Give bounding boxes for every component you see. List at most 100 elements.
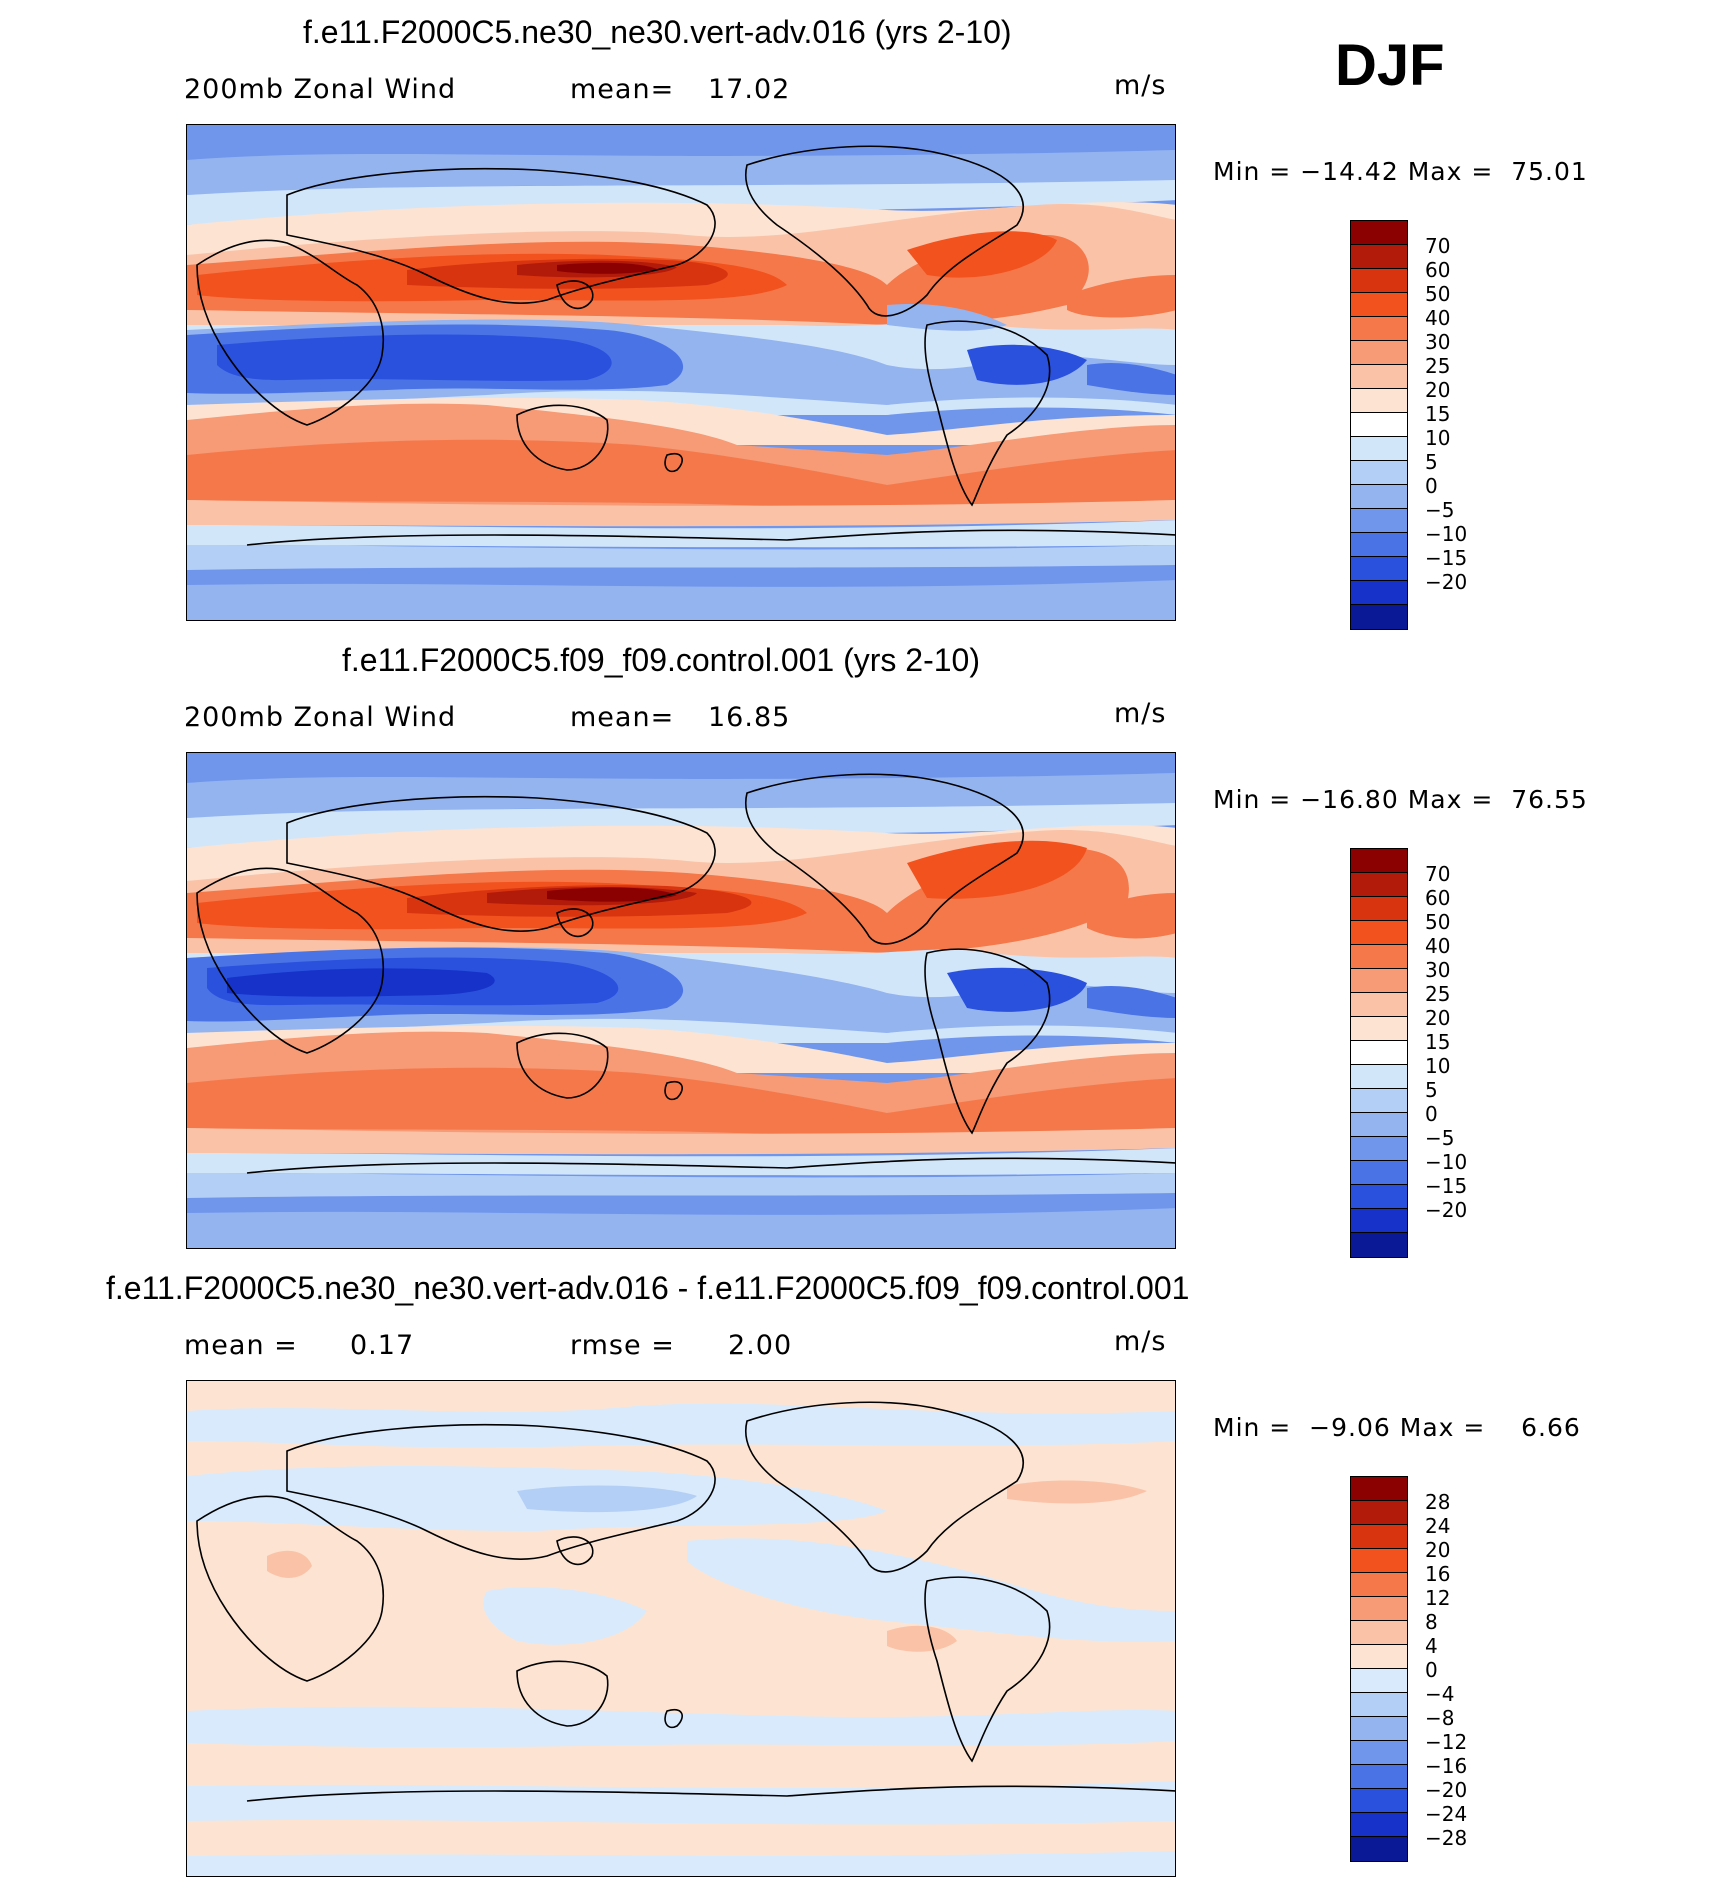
colorbar-swatch	[1351, 1525, 1407, 1549]
colorbar-label: 50	[1425, 282, 1451, 306]
colorbar-label: 12	[1425, 1586, 1451, 1610]
colorbar-label: 10	[1425, 426, 1451, 450]
panel-units-difference: m/s	[1114, 1326, 1167, 1357]
panel-mean-value-test: 17.02	[708, 74, 791, 105]
colorbar-swatch	[1351, 1065, 1407, 1089]
colorbar-label: 0	[1425, 1102, 1438, 1126]
max-value: 6.66	[1521, 1413, 1581, 1442]
season-label: DJF	[1335, 33, 1445, 98]
colorbar-label: 20	[1425, 1538, 1451, 1562]
colorbar-swatch	[1351, 1017, 1407, 1041]
colorbar-label: 28	[1425, 1490, 1451, 1514]
max-value: 76.55	[1511, 785, 1588, 814]
min-value: −16.80	[1300, 785, 1399, 814]
contour-map-control	[187, 753, 1175, 1248]
colorbar-label: −20	[1425, 1778, 1468, 1802]
colorbar-swatch	[1351, 341, 1407, 365]
colorbar-swatch	[1351, 1137, 1407, 1161]
panel-rmse-label-difference: rmse =	[570, 1330, 675, 1361]
panel-mean-value-difference: 0.17	[350, 1330, 415, 1361]
colorbar-label: 15	[1425, 402, 1451, 426]
colorbar-label: −15	[1425, 546, 1468, 570]
colorbar-swatch	[1351, 1669, 1407, 1693]
map-panel-difference	[186, 1380, 1176, 1877]
colorbar-swatch	[1351, 1717, 1407, 1741]
colorbar-swatch	[1351, 897, 1407, 921]
colorbar-swatch	[1351, 1233, 1407, 1257]
colorbar-label: −12	[1425, 1730, 1468, 1754]
colorbar-label: 40	[1425, 934, 1451, 958]
colorbar-label: 25	[1425, 982, 1451, 1006]
colorbar-swatch	[1351, 1765, 1407, 1789]
colorbar-label: −15	[1425, 1174, 1468, 1198]
colorbar-label: 70	[1425, 862, 1451, 886]
colorbar-swatch	[1351, 1549, 1407, 1573]
colorbar-swatch	[1351, 509, 1407, 533]
colorbar-label: 8	[1425, 1610, 1438, 1634]
colorbar-label: 25	[1425, 354, 1451, 378]
panel-mean-label-test: mean=	[570, 74, 675, 105]
colorbar-swatch	[1351, 557, 1407, 581]
colorbar-swatch	[1351, 1161, 1407, 1185]
colorbar-swatch	[1351, 1741, 1407, 1765]
colorbar-swatch	[1351, 1209, 1407, 1233]
colorbar-swatch	[1351, 1645, 1407, 1669]
panel-units-control: m/s	[1114, 698, 1167, 729]
colorbar-label: 70	[1425, 234, 1451, 258]
colorbar-swatch	[1351, 873, 1407, 897]
colorbar-control	[1350, 848, 1408, 1258]
min-label: Min =	[1213, 1413, 1292, 1442]
colorbar-label: 50	[1425, 910, 1451, 934]
colorbar-swatch	[1351, 1185, 1407, 1209]
colorbar-label: −10	[1425, 1150, 1468, 1174]
colorbar-label: 40	[1425, 306, 1451, 330]
panel-title-test: f.e11.F2000C5.ne30_ne30.vert-adv.016 (yr…	[303, 14, 1012, 50]
colorbar-test	[1350, 220, 1408, 630]
panel-mean-label-difference: mean =	[184, 1330, 298, 1361]
colorbar-swatch	[1351, 293, 1407, 317]
colorbar-label: 24	[1425, 1514, 1451, 1538]
colorbar-label: 16	[1425, 1562, 1451, 1586]
panel-units-test: m/s	[1114, 70, 1167, 101]
colorbar-label: 60	[1425, 886, 1451, 910]
colorbar-swatch	[1351, 1837, 1407, 1861]
colorbar-swatch	[1351, 921, 1407, 945]
panel-minmax-test: Min = −14.42 Max = 75.01	[1213, 157, 1588, 186]
panel-variable-control: 200mb Zonal Wind	[184, 702, 457, 733]
colorbar-swatch	[1351, 605, 1407, 629]
colorbar-label: −5	[1425, 1126, 1455, 1150]
colorbar-swatch	[1351, 945, 1407, 969]
panel-minmax-control: Min = −16.80 Max = 76.55	[1213, 785, 1588, 814]
colorbar-label: 5	[1425, 1078, 1438, 1102]
colorbar-swatch	[1351, 1477, 1407, 1501]
panel-minmax-difference: Min = −9.06 Max = 6.66	[1213, 1413, 1581, 1442]
colorbar-label: 4	[1425, 1634, 1438, 1658]
colorbar-label: −24	[1425, 1802, 1468, 1826]
colorbar-label: 20	[1425, 378, 1451, 402]
max-label: Max =	[1399, 1413, 1486, 1442]
colorbar-label: −4	[1425, 1682, 1455, 1706]
colorbar-swatch	[1351, 413, 1407, 437]
colorbar-swatch	[1351, 221, 1407, 245]
panel-variable-test: 200mb Zonal Wind	[184, 74, 457, 105]
colorbar-label: 5	[1425, 450, 1438, 474]
colorbar-swatch	[1351, 1573, 1407, 1597]
colorbar-label: 0	[1425, 474, 1438, 498]
colorbar-swatch	[1351, 485, 1407, 509]
map-panel-test	[186, 124, 1176, 621]
panel-title-difference: f.e11.F2000C5.ne30_ne30.vert-adv.016 - f…	[106, 1270, 1190, 1306]
colorbar-label: −5	[1425, 498, 1455, 522]
colorbar-swatch	[1351, 1501, 1407, 1525]
colorbar-swatch	[1351, 1089, 1407, 1113]
colorbar-label: −20	[1425, 1198, 1468, 1222]
colorbar-swatch	[1351, 993, 1407, 1017]
colorbar-swatch	[1351, 1621, 1407, 1645]
max-label: Max =	[1407, 785, 1494, 814]
colorbar-swatch	[1351, 969, 1407, 993]
colorbar-label: −8	[1425, 1706, 1455, 1730]
colorbar-label: 30	[1425, 330, 1451, 354]
colorbar-swatch	[1351, 365, 1407, 389]
contour-map-difference	[187, 1381, 1175, 1876]
colorbar-swatch	[1351, 1597, 1407, 1621]
colorbar-label: 0	[1425, 1658, 1438, 1682]
